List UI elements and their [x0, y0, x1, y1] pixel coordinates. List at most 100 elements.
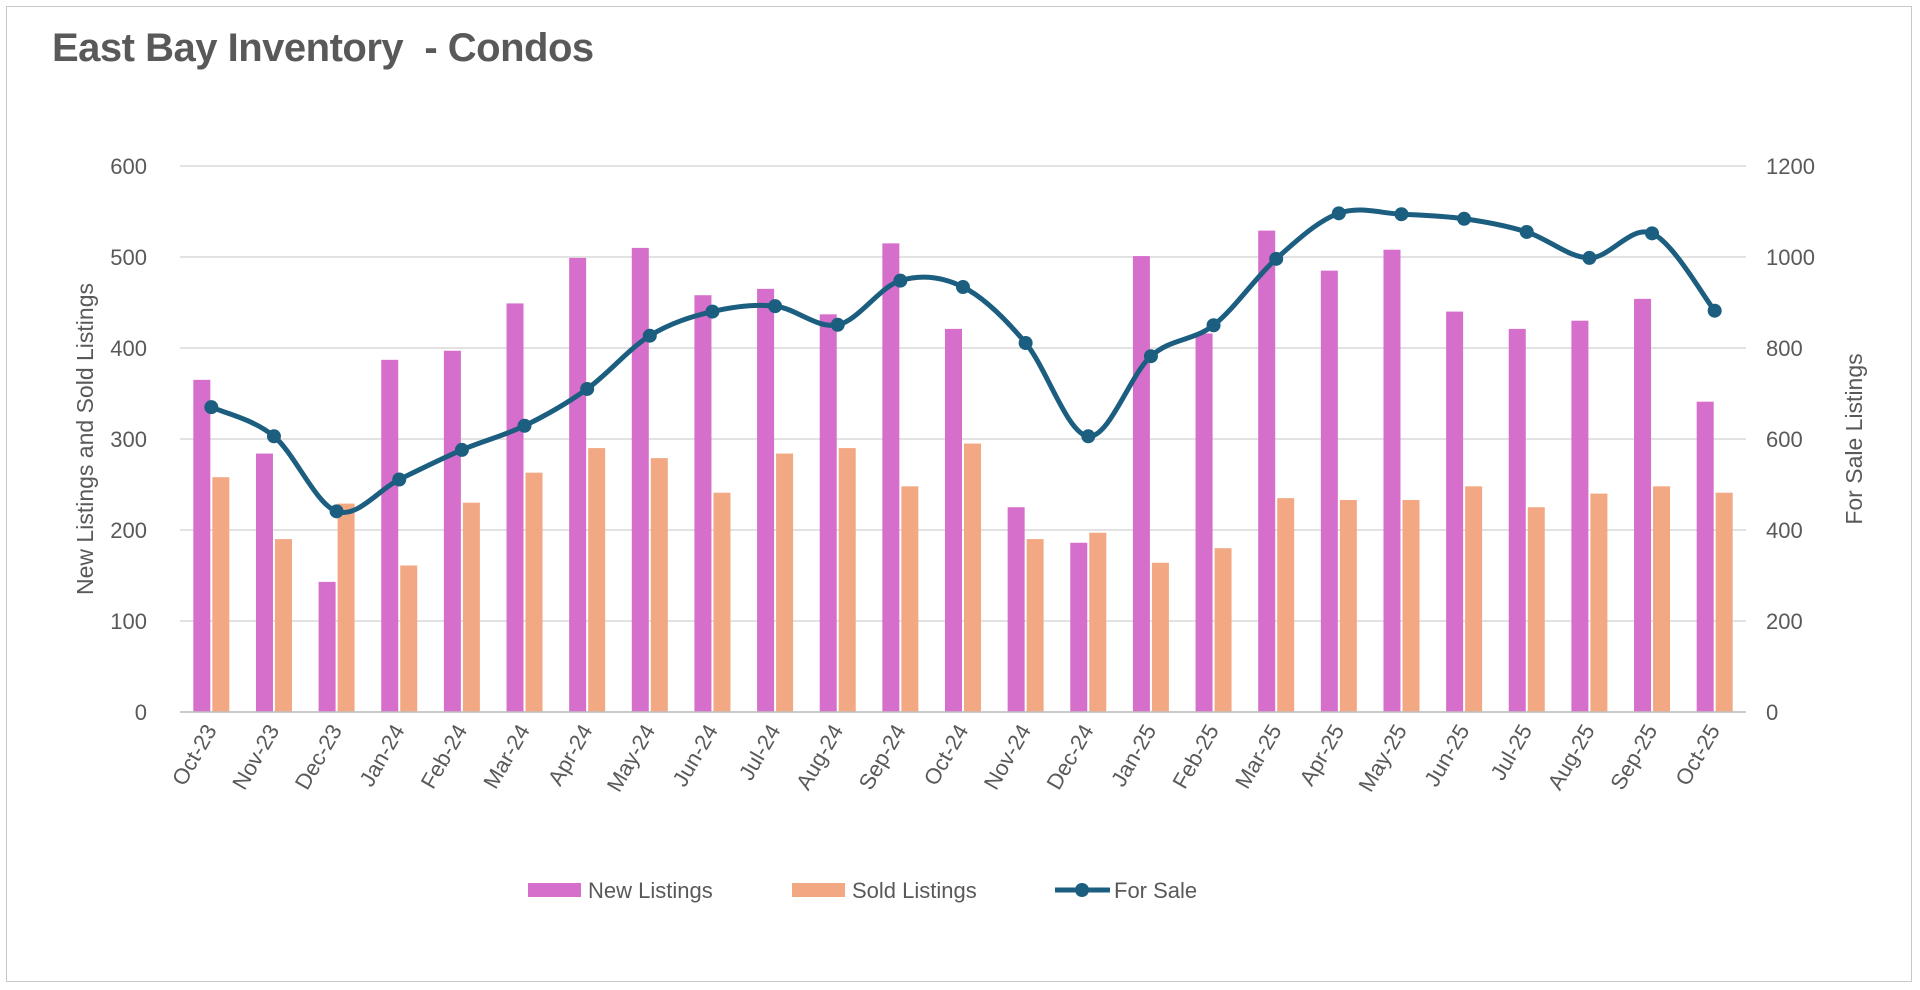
x-tick-label: Aug-24 — [791, 720, 848, 794]
point-for-sale — [1018, 335, 1033, 350]
point-for-sale — [768, 299, 783, 314]
point-for-sale — [266, 429, 281, 444]
point-for-sale — [329, 504, 344, 519]
bar-new-listings — [631, 247, 649, 712]
point-for-sale — [642, 328, 657, 343]
x-tick-label: Apr-25 — [1294, 720, 1349, 790]
legend-marker-for-sale — [1075, 883, 1089, 897]
point-for-sale — [1269, 251, 1284, 266]
y-tick-label: 600 — [110, 154, 147, 179]
y-axis-title: New Listings and Sold Listings — [72, 283, 98, 595]
bar-new-listings — [819, 314, 837, 712]
bar-new-listings — [757, 288, 775, 712]
bar-sold-listings — [1527, 507, 1545, 712]
bar-sold-listings — [588, 448, 606, 712]
x-tick-label: Feb-24 — [416, 720, 473, 793]
bar-sold-listings — [1277, 498, 1295, 712]
point-for-sale — [956, 280, 970, 295]
bar-new-listings — [506, 303, 524, 712]
bar-new-listings — [193, 379, 211, 712]
x-tick-label: Jul-24 — [734, 720, 786, 784]
bar-new-listings — [694, 295, 712, 712]
x-tick-label: Jun-25 — [1419, 720, 1474, 791]
point-for-sale — [517, 418, 532, 433]
bar-sold-listings — [964, 443, 981, 712]
bar-sold-listings — [525, 472, 543, 712]
x-tick-label: Jan-24 — [354, 720, 409, 791]
bar-sold-listings — [1026, 539, 1044, 712]
x-tick-label: Oct-24 — [919, 720, 974, 790]
x-tick-label: Mar-25 — [1230, 720, 1286, 793]
bar-sold-listings — [1151, 562, 1169, 712]
x-tick-label: Sep-24 — [854, 720, 911, 794]
point-for-sale — [1645, 226, 1660, 241]
point-for-sale — [454, 442, 469, 457]
y-tick-label: 500 — [110, 245, 147, 270]
line-for-sale — [210, 207, 1717, 515]
x-tick-label: Feb-25 — [1167, 720, 1224, 793]
legend-label-for-sale: For Sale — [1114, 878, 1197, 903]
bar-new-listings — [1696, 401, 1714, 712]
point-for-sale — [893, 273, 908, 288]
legend-swatch-new-listings — [528, 883, 581, 897]
point-for-sale — [1707, 303, 1722, 318]
bar-new-listings — [1383, 249, 1401, 712]
bar-new-listings — [1007, 507, 1025, 712]
y2-tick-label: 200 — [1766, 609, 1803, 634]
bar-new-listings — [255, 453, 273, 712]
bar-sold-listings — [1402, 499, 1420, 712]
y2-tick-label: 400 — [1766, 518, 1803, 543]
bar-sold-listings — [650, 458, 668, 712]
bar-sold-listings — [776, 453, 794, 712]
bar-new-listings — [945, 328, 962, 712]
point-for-sale — [1582, 250, 1597, 265]
point-for-sale — [392, 472, 407, 487]
bar-new-listings — [1258, 230, 1276, 713]
point-for-sale — [1331, 206, 1346, 221]
x-tick-label: Aug-25 — [1543, 720, 1600, 794]
x-tick-label: Sep-25 — [1605, 720, 1662, 794]
x-tick-label: Oct-25 — [1670, 720, 1725, 790]
point-for-sale — [1519, 224, 1534, 239]
bar-new-listings — [569, 257, 587, 712]
bar-sold-listings — [400, 565, 418, 712]
point-for-sale — [1457, 211, 1472, 226]
bar-sold-listings — [1653, 486, 1671, 712]
y2-tick-label: 0 — [1766, 700, 1778, 725]
y-tick-label: 200 — [110, 518, 147, 543]
bar-new-listings — [381, 359, 399, 712]
bar-sold-listings — [713, 492, 731, 712]
bar-new-listings — [1132, 256, 1150, 712]
bar-sold-listings — [838, 448, 856, 712]
x-tick-label: May-24 — [602, 720, 660, 796]
bar-sold-listings — [1089, 532, 1107, 712]
legend-label-new-listings: New Listings — [588, 878, 713, 903]
bar-sold-listings — [1465, 486, 1483, 712]
bar-sold-listings — [212, 477, 230, 712]
point-for-sale — [1394, 207, 1409, 222]
line-series — [204, 206, 1722, 519]
y-tick-label: 100 — [110, 609, 147, 634]
bar-new-listings — [443, 350, 461, 712]
bar-sold-listings — [274, 539, 292, 712]
legend: New Listings Sold Listings For Sale — [528, 878, 1197, 903]
bar-new-listings — [318, 581, 336, 712]
bar-sold-listings — [1214, 548, 1232, 712]
point-for-sale — [830, 317, 845, 332]
bar-new-listings — [1446, 311, 1464, 712]
bar-new-listings — [882, 243, 900, 712]
y2-tick-label: 800 — [1766, 336, 1803, 361]
point-for-sale — [1206, 318, 1221, 333]
bar-sold-listings — [901, 486, 919, 712]
bar-sold-listings — [1339, 499, 1357, 712]
x-tick-label: Nov-24 — [979, 720, 1036, 794]
x-tick-label: Dec-23 — [290, 720, 347, 794]
point-for-sale — [204, 400, 219, 415]
bar-sold-listings — [1590, 493, 1608, 712]
x-tick-label: Oct-23 — [167, 720, 222, 790]
bar-sold-listings — [1715, 492, 1733, 712]
y-tick-label: 400 — [110, 336, 147, 361]
x-tick-label: Jan-25 — [1106, 720, 1161, 791]
bar-new-listings — [1195, 333, 1213, 712]
